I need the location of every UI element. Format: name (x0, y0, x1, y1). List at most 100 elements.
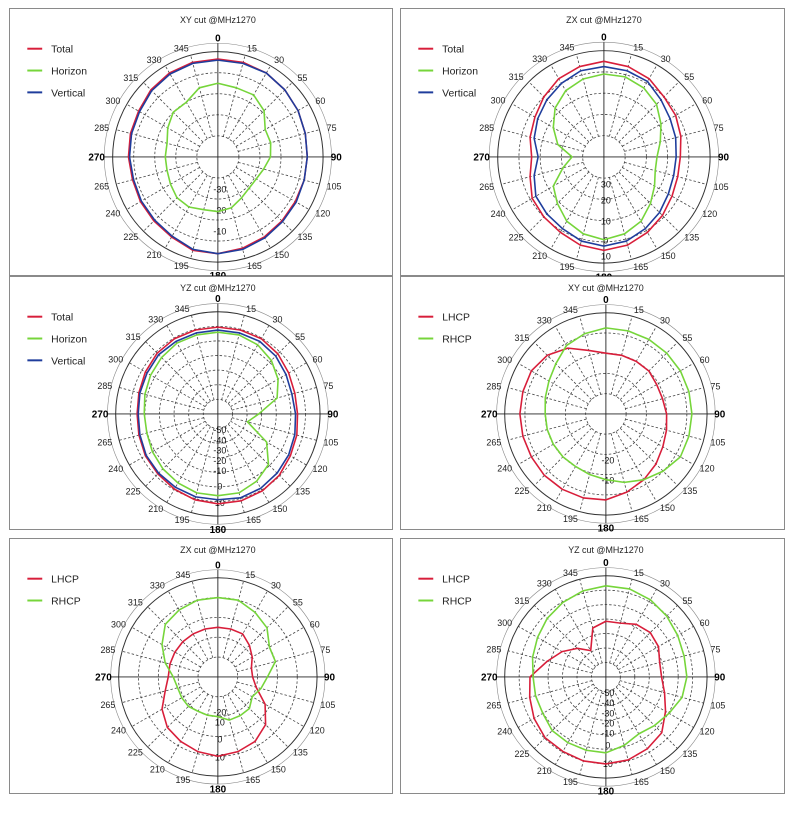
series-line-horizon (164, 82, 272, 213)
angle-label: 105 (710, 437, 725, 447)
chart-panel-yz-circular: YZ cut @MHz1270 0 15 30 55 60 75 90 105 120 135 150… (400, 538, 785, 798)
legend-label: Horizon (442, 67, 478, 78)
angle-label: 265 (486, 437, 501, 447)
angle-label: 150 (274, 250, 289, 260)
angle-label: 195 (175, 515, 190, 525)
angle-label: 345 (174, 44, 189, 54)
grid-spoke (625, 387, 704, 410)
angle-label: 165 (634, 514, 649, 524)
radial-label: -10 (601, 729, 614, 739)
angle-label: 75 (710, 644, 720, 654)
angle-label: 165 (246, 515, 261, 525)
angle-label: 75 (710, 381, 720, 391)
polar-chart-xy-linear: XY cut @MHz1270 0 15 30 55 60 75 90 105 120 135 150… (27, 15, 343, 282)
grid-spoke (119, 387, 204, 411)
radial-label: -20 (213, 456, 226, 466)
angle-label: 300 (111, 619, 126, 629)
angle-label: 135 (295, 487, 310, 497)
angle-label: 270 (473, 152, 490, 163)
grid-spoke (501, 162, 584, 185)
angle-label: 240 (497, 727, 512, 737)
angle-label: 180 (210, 785, 227, 796)
polar-chart-zx-linear: ZX cut @MHz1270 0 15 30 55 60 75 90 105 120 135 150… (418, 15, 730, 283)
angle-label: 120 (315, 209, 330, 219)
angle-label: 150 (271, 764, 286, 774)
radial-label: 0 (605, 741, 610, 751)
series-line-vertical (128, 59, 309, 255)
grid-spoke (227, 590, 268, 660)
grid-spoke (228, 174, 271, 249)
radial-label: 10 (215, 752, 225, 762)
series-line-total (136, 326, 299, 505)
angle-label: 30 (660, 316, 670, 326)
angle-label: 90 (718, 152, 730, 163)
radial-label: -40 (213, 435, 226, 445)
angle-label: 180 (210, 525, 227, 536)
angle-label: 55 (682, 596, 692, 606)
angle-label: 300 (491, 96, 506, 106)
angle-label: 120 (310, 725, 325, 735)
radial-label: 10 (215, 718, 225, 728)
angle-label: 285 (97, 381, 112, 391)
grid-spoke (190, 177, 213, 259)
chart-title: XY cut @MHz1270 (568, 283, 644, 293)
grid-spoke (145, 423, 208, 487)
polar-chart-yz-circular: YZ cut @MHz1270 0 15 30 55 60 75 90 105 120 135 150… (418, 545, 726, 798)
grid-spoke (614, 64, 658, 139)
angle-label: 225 (509, 233, 524, 243)
angle-label: 75 (320, 645, 330, 655)
angle-label: 60 (700, 618, 710, 628)
legend-label: Vertical (442, 88, 476, 99)
grid-spoke (116, 161, 198, 185)
grid-spoke (576, 54, 599, 137)
angle-label: 270 (88, 152, 105, 163)
radial-label: 0 (217, 734, 222, 744)
legend-label: LHCP (442, 575, 470, 586)
legend-label: Total (51, 45, 73, 56)
radial-label: 30 (601, 179, 611, 189)
grid-spoke (618, 171, 680, 233)
angle-label: 265 (97, 438, 112, 448)
series-line-lhcp (161, 626, 267, 758)
grid-spoke (234, 686, 304, 727)
grid-spoke (230, 420, 307, 466)
legend-label: Total (51, 313, 73, 324)
angle-label: 55 (682, 333, 692, 343)
angle-label: 270 (481, 672, 498, 683)
legend-label: Horizon (51, 334, 87, 345)
grid-spoke (230, 362, 307, 407)
radial-label: -20 (213, 708, 226, 718)
grid-spoke (528, 81, 590, 143)
grid-spoke (131, 626, 201, 668)
angle-label: 300 (497, 618, 512, 628)
grid-spoke (550, 64, 594, 139)
grid-spoke (619, 427, 678, 486)
angle-label: 120 (700, 464, 715, 474)
grid-spoke (129, 420, 206, 466)
angle-label: 265 (94, 181, 109, 191)
chart-panel-yz-linear: YZ cut @MHz1270 0 15 30 55 60 75 90 105 120 135 150… (9, 276, 393, 536)
angle-label: 270 (95, 672, 112, 683)
chart-panel-zx-circular: ZX cut @MHz1270 0 15 30 55 60 75 90 105 120 135 150… (9, 538, 393, 796)
radial-label: -50 (601, 688, 614, 698)
angle-label: 210 (532, 251, 547, 261)
angle-label: 60 (700, 355, 710, 365)
angle-label: 300 (105, 96, 120, 106)
grid-spoke (534, 605, 596, 667)
grid-spoke (518, 625, 594, 671)
angle-label: 15 (634, 568, 644, 578)
radial-label: 20 (601, 195, 611, 205)
chart-title: XY cut @MHz1270 (180, 15, 256, 25)
legend-label: RHCP (442, 596, 472, 607)
angle-label: 345 (560, 43, 575, 53)
angle-label: 150 (660, 766, 675, 776)
angle-label: 240 (108, 464, 123, 474)
angle-label: 90 (331, 152, 343, 163)
grid-spoke (508, 387, 587, 410)
radial-label: -10 (213, 227, 226, 237)
angle-label: 195 (563, 514, 578, 524)
angle-label: 30 (660, 579, 670, 589)
grid-spoke (550, 175, 594, 250)
series-line-rhcp (161, 596, 277, 721)
grid-spoke (238, 161, 320, 185)
